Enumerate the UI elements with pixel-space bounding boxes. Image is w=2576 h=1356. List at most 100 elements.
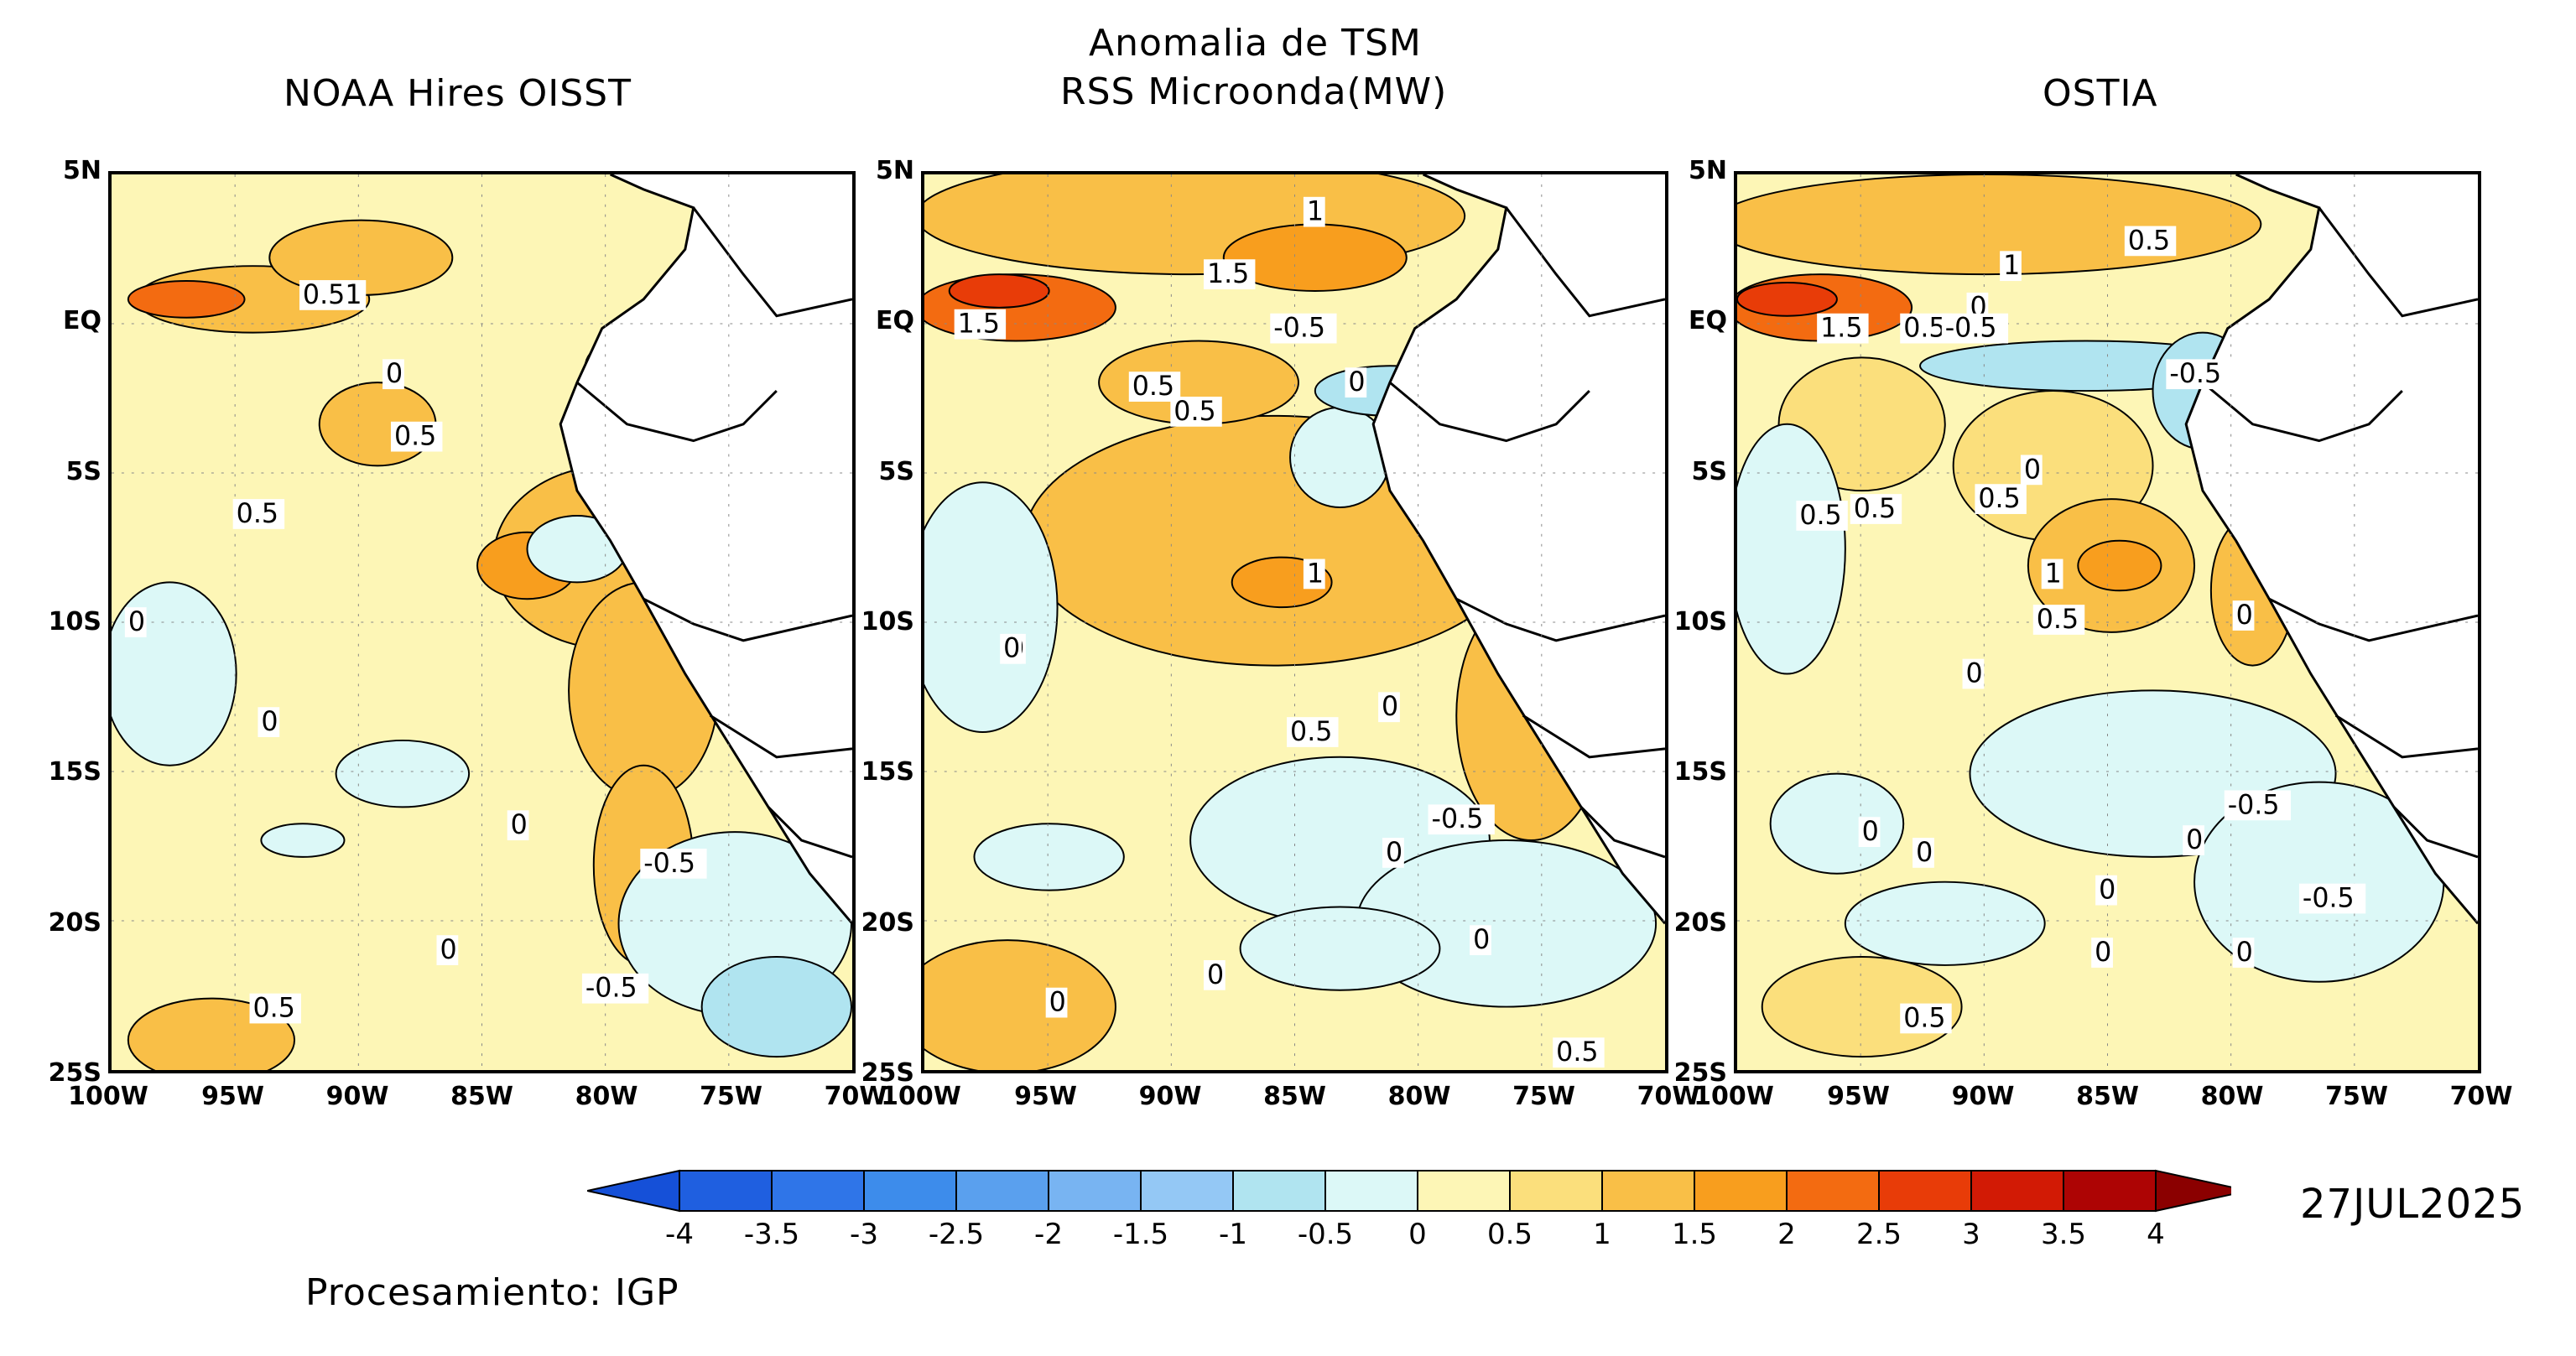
- colorbar-swatch: [1509, 1170, 1603, 1212]
- anomaly-contour: [1737, 282, 1838, 317]
- lon-tick-label: 70W: [1637, 1082, 1700, 1111]
- lat-tick-label: 5S: [65, 456, 101, 486]
- contour-label: 0: [2236, 938, 2253, 968]
- contour-label: 1: [2045, 559, 2062, 589]
- colorbar-tick-label: -1.5: [1112, 1218, 1169, 1251]
- lon-tick-label: 85W: [2076, 1082, 2139, 1111]
- lat-tick-label: 20S: [861, 907, 914, 938]
- contour-label-bg: [1428, 804, 1495, 835]
- lon-tick-label: 80W: [1387, 1082, 1451, 1111]
- contour-label-bg: [581, 973, 649, 1004]
- contour-label-bg: [1000, 633, 1022, 664]
- contour-label: 0.5: [394, 422, 436, 452]
- colorbar-tick-label: -2: [1034, 1218, 1063, 1251]
- contour-label-bg: [2000, 251, 2022, 282]
- country-border: [2334, 714, 2478, 759]
- lat-tick-label: EQ: [63, 306, 101, 336]
- lon-tick-label: 75W: [700, 1082, 762, 1111]
- anomaly-contour: [1769, 772, 1905, 875]
- contour-label-bg: [1817, 313, 1869, 344]
- contour-label-bg: [507, 810, 529, 841]
- country-border: [2268, 597, 2478, 642]
- colorbar-tick-label: -0.5: [1297, 1218, 1354, 1251]
- coastline: [2184, 174, 2478, 925]
- grid-lines: [112, 174, 852, 1070]
- land-mass: [560, 174, 852, 924]
- contour-label-bg: [1858, 817, 1881, 847]
- lat-tick-label: EQ: [1689, 306, 1727, 336]
- country-border: [2392, 806, 2478, 859]
- contour-label: 0: [1966, 658, 1983, 688]
- lon-tick-label: 75W: [1512, 1082, 1575, 1111]
- contour-label: 0: [1348, 367, 1365, 397]
- anomaly-contour: [924, 939, 1116, 1070]
- contour-label-bg: [1378, 692, 1400, 723]
- anomaly-contour: [700, 956, 852, 1058]
- colorbar-swatch: [1786, 1170, 1880, 1212]
- lat-tick-label: 5N: [1689, 156, 1727, 185]
- contour-label-bg: [1796, 501, 1848, 531]
- country-border: [1579, 806, 1665, 859]
- contour-label: 0: [511, 810, 528, 840]
- contour-label-bg: [382, 359, 404, 390]
- contour-label: 0.5: [1132, 371, 1174, 402]
- colorbar-tick-label: 4: [2147, 1218, 2165, 1251]
- credit-label: Procesamiento: IGP: [305, 1271, 679, 1314]
- grid-lines: [1737, 174, 2478, 1070]
- contour-label: 0: [1207, 960, 1224, 990]
- lat-tick-label: 15S: [1673, 757, 1727, 787]
- contour-label-bg: [2041, 559, 2063, 590]
- contour-label-bg: [249, 993, 301, 1024]
- contour-label: 1.5: [1207, 259, 1249, 289]
- colorbar-tick-label: 2.5: [1855, 1218, 1902, 1251]
- lat-tick-label: 15S: [861, 757, 914, 787]
- anomaly-contour: [1239, 906, 1441, 991]
- main-title: Anomalia de TSM: [1089, 22, 1422, 65]
- colorbar-swatch: [1694, 1170, 1788, 1212]
- colorbar-swatch: [955, 1170, 1049, 1212]
- colorbar-swatch: [1970, 1170, 2064, 1212]
- colorbar-tick-label: -4: [665, 1218, 694, 1251]
- contour-label: 0: [1916, 838, 1933, 868]
- colorbar-tick-label: 3.5: [2040, 1218, 2087, 1251]
- contour-label-bg: [1170, 397, 1222, 427]
- country-border: [1522, 714, 1665, 759]
- colorbar-tick-label: 1.5: [1671, 1218, 1718, 1251]
- contour-label-bg: [1203, 259, 1256, 289]
- anomaly-contour: [948, 273, 1050, 309]
- contour-label-bg: [1303, 196, 1325, 227]
- colorbar-swatch: [863, 1170, 957, 1212]
- country-border: [692, 206, 852, 318]
- contour-label-bg: [1941, 313, 2009, 344]
- colorbar-end-high: [2155, 1169, 2231, 1213]
- contour-label-bg: [390, 421, 443, 452]
- contour-label: 0: [2024, 455, 2041, 485]
- contour-label-bg: [232, 499, 285, 529]
- anomaly-contour: [973, 823, 1125, 891]
- contour-label: 0: [1473, 925, 1490, 955]
- lon-tick-label: 90W: [1951, 1082, 2015, 1111]
- coastline: [559, 174, 852, 925]
- lat-tick-label: 25S: [48, 1058, 101, 1088]
- contour-label: 0.5: [1290, 717, 1332, 747]
- lat-tick-label: 10S: [48, 607, 101, 636]
- contour-label-bg: [1470, 925, 1491, 956]
- contour-label: 1.5: [958, 309, 1000, 340]
- contour-label-bg: [1345, 367, 1367, 398]
- anomaly-contour: [1737, 423, 1846, 675]
- lon-tick-label: 75W: [2325, 1082, 2388, 1111]
- country-border: [576, 381, 778, 443]
- country-border: [1455, 597, 1665, 642]
- contour-label-bg: [1975, 484, 2027, 514]
- colorbar-tick-label: -3.5: [743, 1218, 800, 1251]
- lon-tick-label: 80W: [2200, 1082, 2264, 1111]
- contour-label-bg: [2166, 359, 2233, 390]
- colorbar: [587, 1169, 2231, 1213]
- anomaly-field: [1737, 174, 2445, 1058]
- contour-label-bg: [258, 707, 280, 737]
- contour-label: 0: [1862, 817, 1879, 847]
- contour-label: -0.5: [1945, 314, 1997, 344]
- lat-tick-label: 15S: [48, 757, 101, 787]
